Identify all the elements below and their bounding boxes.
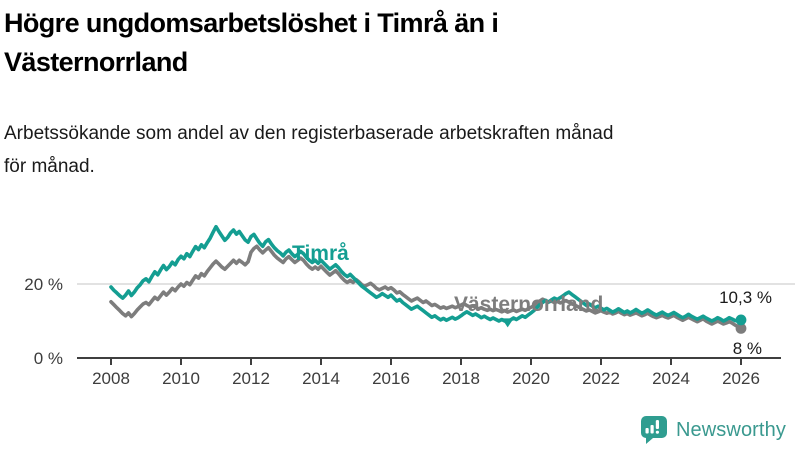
newsworthy-logo[interactable]: Newsworthy <box>639 415 786 445</box>
page-subtitle-line2: för månad. <box>4 156 95 177</box>
page-subtitle: Arbetssökande som andel av den registerb… <box>4 117 613 183</box>
svg-text:2026: 2026 <box>722 369 760 388</box>
end-value-label-timra: 10,3 % <box>719 288 772 307</box>
series-label-vasternorrland: Västernorrland <box>454 293 604 316</box>
page-title-line1: Högre ungdomsarbetslöshet i Timrå än i <box>4 8 499 38</box>
series-label-timra: Timrå <box>292 242 349 265</box>
svg-text:20 %: 20 % <box>24 275 63 294</box>
end-value-label-vasternorrland: 8 % <box>732 339 762 358</box>
svg-text:2014: 2014 <box>302 369 340 388</box>
svg-text:2024: 2024 <box>652 369 690 388</box>
svg-text:2020: 2020 <box>512 369 550 388</box>
page-title-line2: Västernorrland <box>4 47 188 77</box>
svg-text:2012: 2012 <box>232 369 270 388</box>
page-title: Högre ungdomsarbetslöshet i Timrå än i V… <box>4 4 499 82</box>
svg-text:2016: 2016 <box>372 369 410 388</box>
page-subtitle-line1: Arbetssökande som andel av den registerb… <box>4 123 614 144</box>
newsworthy-bubble-chart-icon <box>641 416 667 444</box>
newsworthy-logo-text: Newsworthy <box>676 418 786 441</box>
svg-text:2018: 2018 <box>442 369 480 388</box>
svg-text:2010: 2010 <box>162 369 200 388</box>
svg-text:2008: 2008 <box>92 369 130 388</box>
svg-text:0 %: 0 % <box>34 349 63 368</box>
svg-text:2022: 2022 <box>582 369 620 388</box>
